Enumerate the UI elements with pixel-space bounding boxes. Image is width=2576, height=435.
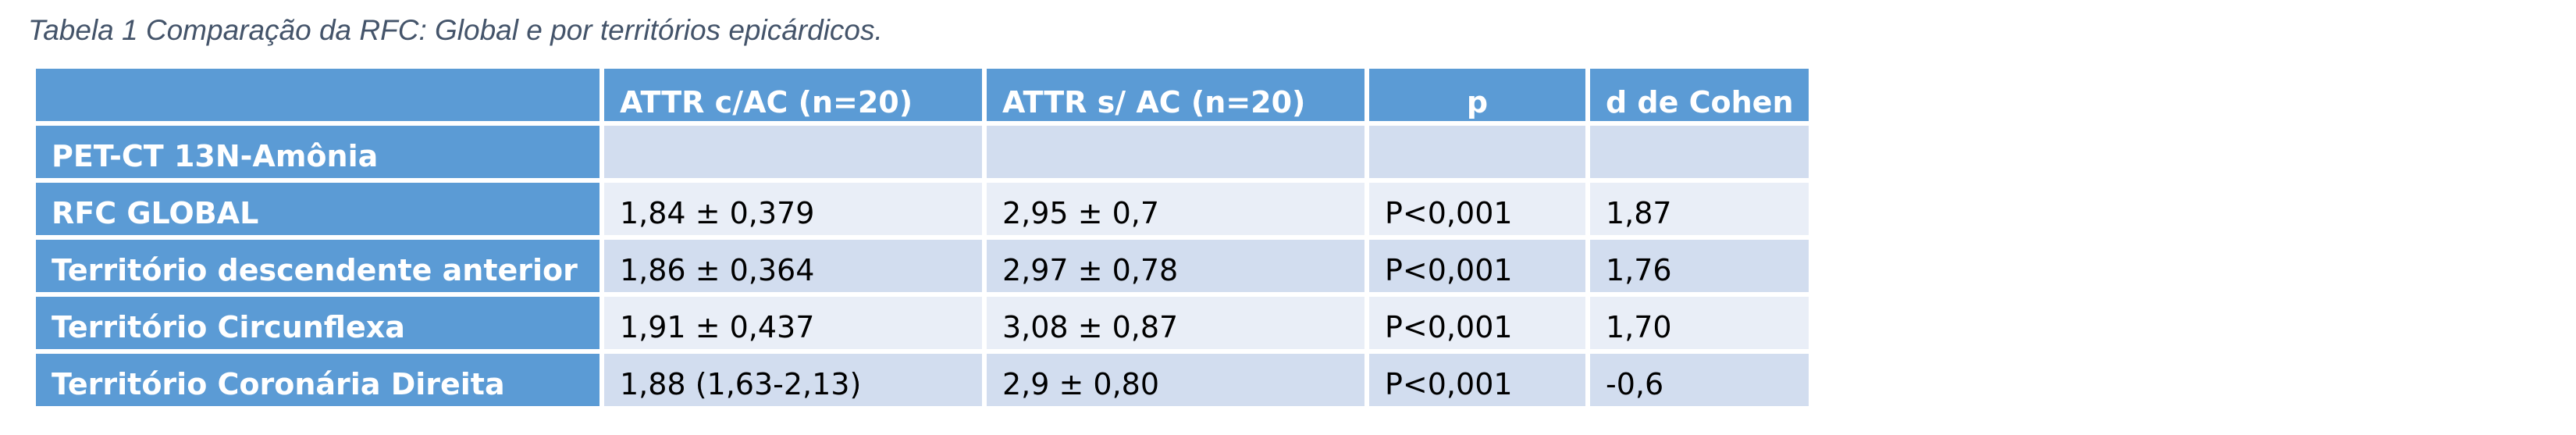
caption: Tabela 1 Comparação da RFC: Global e por… (28, 14, 883, 46)
row-label: Território descendente anterior (36, 240, 600, 292)
table-cell: 1,76 (1590, 240, 1809, 292)
table-cell: 2,95 ± 0,7 (987, 183, 1364, 235)
table-cell: 2,97 ± 0,78 (987, 240, 1364, 292)
empty-cell (1369, 126, 1585, 178)
table-row: Território Coronária Direita 1,88 (1,63-2… (36, 354, 1809, 406)
header-cell: ATTR s/ AC (n=20) (987, 69, 1364, 121)
table-cell: P<0,001 (1369, 354, 1585, 406)
table-cell: P<0,001 (1369, 297, 1585, 349)
row-label: RFC GLOBAL (36, 183, 600, 235)
empty-cell (1590, 126, 1809, 178)
table-row: Território descendente anterior 1,86 ± 0,… (36, 240, 1809, 292)
header-cell: d de Cohen (1590, 69, 1809, 121)
table-cell: 1,84 ± 0,379 (604, 183, 982, 235)
table-cell: P<0,001 (1369, 183, 1585, 235)
row-label: Território Circunflexa (36, 297, 600, 349)
table-row: RFC GLOBAL 1,84 ± 0,379 2,95 ± 0,7 P<0,001 1… (36, 183, 1809, 235)
table-cell: 3,08 ± 0,87 (987, 297, 1364, 349)
empty-cell (604, 126, 982, 178)
table-cell: 2,9 ± 0,80 (987, 354, 1364, 406)
table-cell: 1,86 ± 0,364 (604, 240, 982, 292)
table-cell: P<0,001 (1369, 240, 1585, 292)
header-cell: p (1369, 69, 1585, 121)
empty-cell (987, 126, 1364, 178)
table: ATTR c/AC (n=20) ATTR s/ AC (n=20) p d de C… (31, 64, 1813, 411)
table-row: Território Circunflexa 1,91 ± 0,437 3,08 ±… (36, 297, 1809, 349)
table-cell: 1,87 (1590, 183, 1809, 235)
table-row: PET-CT 13N-Amônia (36, 126, 1809, 178)
row-label: Território Coronária Direita (36, 354, 600, 406)
table-cell: -0,6 (1590, 354, 1809, 406)
header-row: ATTR c/AC (n=20) ATTR s/ AC (n=20) p d de C… (36, 69, 1809, 121)
table-cell: 1,70 (1590, 297, 1809, 349)
header-cell (36, 69, 600, 121)
table-cell: 1,91 ± 0,437 (604, 297, 982, 349)
table-cell: 1,88 (1,63-2,13) (604, 354, 982, 406)
row-label: PET-CT 13N-Amônia (36, 126, 600, 178)
header-cell: ATTR c/AC (n=20) (604, 69, 982, 121)
table-body: PET-CT 13N-Amônia RFC GLOBAL 1,84 ± 0,379 2… (36, 126, 1809, 406)
